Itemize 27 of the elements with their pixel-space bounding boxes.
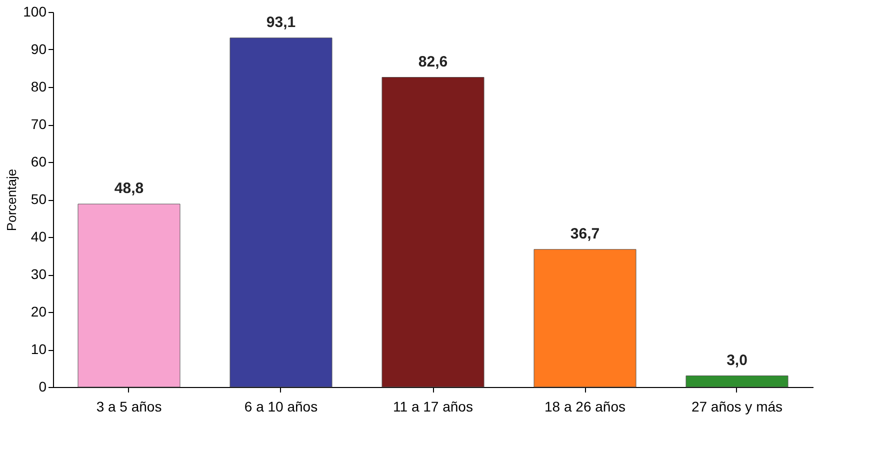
data-label: 36,7 (570, 225, 600, 242)
x-tick-label: 11 a 17 años (393, 398, 473, 414)
y-tick-label: 90 (30, 41, 47, 57)
y-tick-label: 20 (30, 304, 47, 320)
x-tick-label: 18 a 26 años (544, 398, 626, 414)
y-tick-label: 50 (30, 191, 47, 207)
x-tick-label: 3 a 5 años (96, 398, 162, 414)
y-tick-label: 70 (30, 116, 47, 132)
x-tick-label: 27 años y más (691, 398, 783, 414)
bar (230, 38, 332, 388)
bar (534, 249, 636, 388)
bar (78, 204, 180, 388)
data-label: 82,6 (418, 53, 448, 70)
y-tick-label: 80 (30, 78, 47, 94)
y-tick-label: 0 (38, 378, 47, 394)
y-tick-label: 100 (23, 4, 47, 20)
data-label: 48,8 (114, 180, 144, 197)
y-axis-title: Porcentaje (4, 168, 20, 232)
y-tick-label: 40 (30, 228, 47, 244)
y-tick-label: 60 (30, 154, 47, 170)
bar (686, 376, 788, 388)
data-label: 93,1 (266, 14, 296, 31)
y-tick-label: 10 (30, 341, 47, 357)
bar (382, 77, 484, 388)
data-label: 3,0 (726, 352, 748, 369)
x-tick-label: 6 a 10 años (244, 398, 318, 414)
y-tick-label: 30 (30, 266, 47, 282)
